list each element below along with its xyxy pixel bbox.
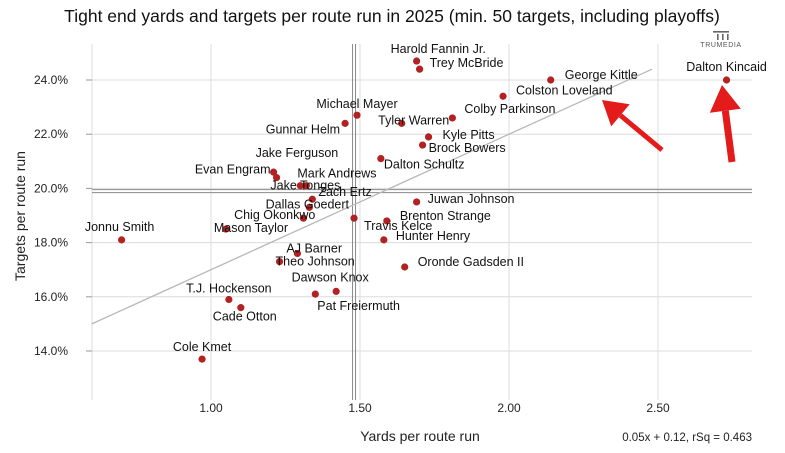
data-point (237, 304, 245, 312)
point-label: George Kittle (565, 68, 638, 82)
point-label: Travis Kelce (364, 219, 432, 233)
y-tick-label: 24.0% (34, 73, 68, 87)
point-label: Dalton Schultz (384, 158, 465, 172)
data-point (293, 249, 302, 258)
data-point (299, 214, 307, 222)
point-label: Tyler Warren (378, 113, 449, 127)
data-point (222, 225, 230, 233)
point-label: Michael Mayer (316, 97, 397, 111)
x-tick-label: 1.50 (348, 401, 372, 415)
data-point (448, 114, 456, 122)
data-point (308, 195, 316, 203)
point-label: Hunter Henry (396, 229, 471, 243)
x-tick-label: 2.50 (646, 401, 670, 415)
data-point (275, 257, 284, 266)
point-label: Oronde Gadsden II (418, 255, 524, 269)
data-point (272, 173, 281, 182)
x-axis-label: Yards per route run (360, 428, 480, 444)
data-point (383, 217, 391, 225)
data-point (225, 295, 233, 304)
arrow-head (602, 100, 630, 127)
point-label: Jonnu Smith (85, 220, 155, 234)
point-label: AJ Barner (286, 241, 342, 255)
reference-lines (92, 44, 752, 400)
point-label: T.J. Hockenson (186, 282, 272, 296)
x-tick-label: 2.00 (497, 401, 521, 415)
data-point (547, 76, 555, 84)
point-label: Zach Ertz (318, 185, 372, 199)
data-points (118, 57, 731, 363)
data-point (269, 168, 278, 176)
trumedia-logo-mark (713, 31, 729, 40)
x-axis-ticks: 1.00 1.50 2.00 2.50 (199, 401, 670, 415)
data-point (353, 111, 361, 119)
data-point (332, 287, 340, 295)
data-point (305, 203, 313, 211)
data-point (398, 119, 406, 127)
point-label: Cade Otton (213, 310, 277, 324)
point-label: Mark Andrews (297, 167, 376, 181)
highlight-arrows (602, 85, 741, 163)
gridlines (91, 44, 752, 400)
data-point (377, 154, 385, 163)
data-point (416, 65, 424, 73)
y-axis-label: Targets per route run (12, 151, 28, 281)
point-label: Colby Parkinson (464, 102, 555, 116)
data-point (302, 182, 310, 190)
point-label: Evan Engram (195, 163, 271, 177)
arrow-shaft (721, 110, 736, 163)
point-label: Theo Johnson (276, 255, 355, 269)
data-point (341, 119, 349, 127)
data-point (424, 133, 433, 141)
point-label: Jake Tonges (270, 179, 340, 193)
data-point (418, 141, 427, 149)
point-label: Jake Ferguson (256, 146, 339, 160)
point-label: Harold Fannin Jr. (391, 42, 486, 56)
y-tick-label: 20.0% (34, 181, 68, 195)
point-label: Chig Okonkwo (234, 208, 315, 222)
data-point (401, 263, 409, 271)
data-point (198, 355, 206, 363)
point-label: Cole Kmet (173, 340, 232, 354)
y-tick-label: 22.0% (34, 127, 68, 141)
trumedia-logo-text: TRUMEDIA (700, 42, 741, 49)
point-label: Mason Taylor (214, 221, 288, 235)
arrow-head (709, 85, 741, 113)
trendline-equation: 0.05x + 0.12, rSq = 0.463 (622, 432, 752, 444)
point-label: Dalton Kincaid (686, 60, 767, 74)
point-label: Gunnar Helm (266, 122, 340, 136)
y-tick-label: 14.0% (34, 344, 68, 358)
chart-title: Tight end yards and targets per route ru… (64, 6, 720, 26)
point-labels: Harold Fannin Jr.Trey McBride George Kitt… (85, 42, 767, 354)
point-label: Dawson Knox (292, 270, 370, 284)
point-label: Juwan Johnson (428, 192, 515, 206)
point-label: Brenton Strange (400, 209, 491, 223)
point-label: Brock Bowers (429, 141, 506, 155)
point-label: Colston Loveland (516, 83, 613, 97)
data-point (413, 198, 421, 206)
data-point (380, 236, 388, 244)
data-point (350, 214, 358, 222)
data-point (499, 92, 507, 100)
trendline (91, 68, 653, 325)
data-point (722, 76, 731, 84)
trendline-group (91, 68, 653, 325)
arrow-shaft (618, 113, 664, 152)
point-label: Pat Freiermuth (317, 299, 400, 313)
data-point (311, 290, 319, 298)
point-label: Kyle Pitts (443, 128, 495, 142)
y-tick-label: 16.0% (34, 290, 68, 304)
point-label: Dallas Goedert (266, 197, 350, 211)
y-axis-ticks: 14.0% 16.0% 18.0% 20.0% 22.0% 24.0% (34, 73, 92, 358)
y-tick-label: 18.0% (34, 236, 68, 250)
data-point (413, 57, 421, 65)
trumedia-logo: TRUMEDIA (700, 31, 741, 49)
x-tick-label: 1.00 (199, 401, 223, 415)
data-point (296, 182, 304, 190)
data-point (118, 236, 126, 244)
point-label: Trey McBride (430, 56, 504, 70)
